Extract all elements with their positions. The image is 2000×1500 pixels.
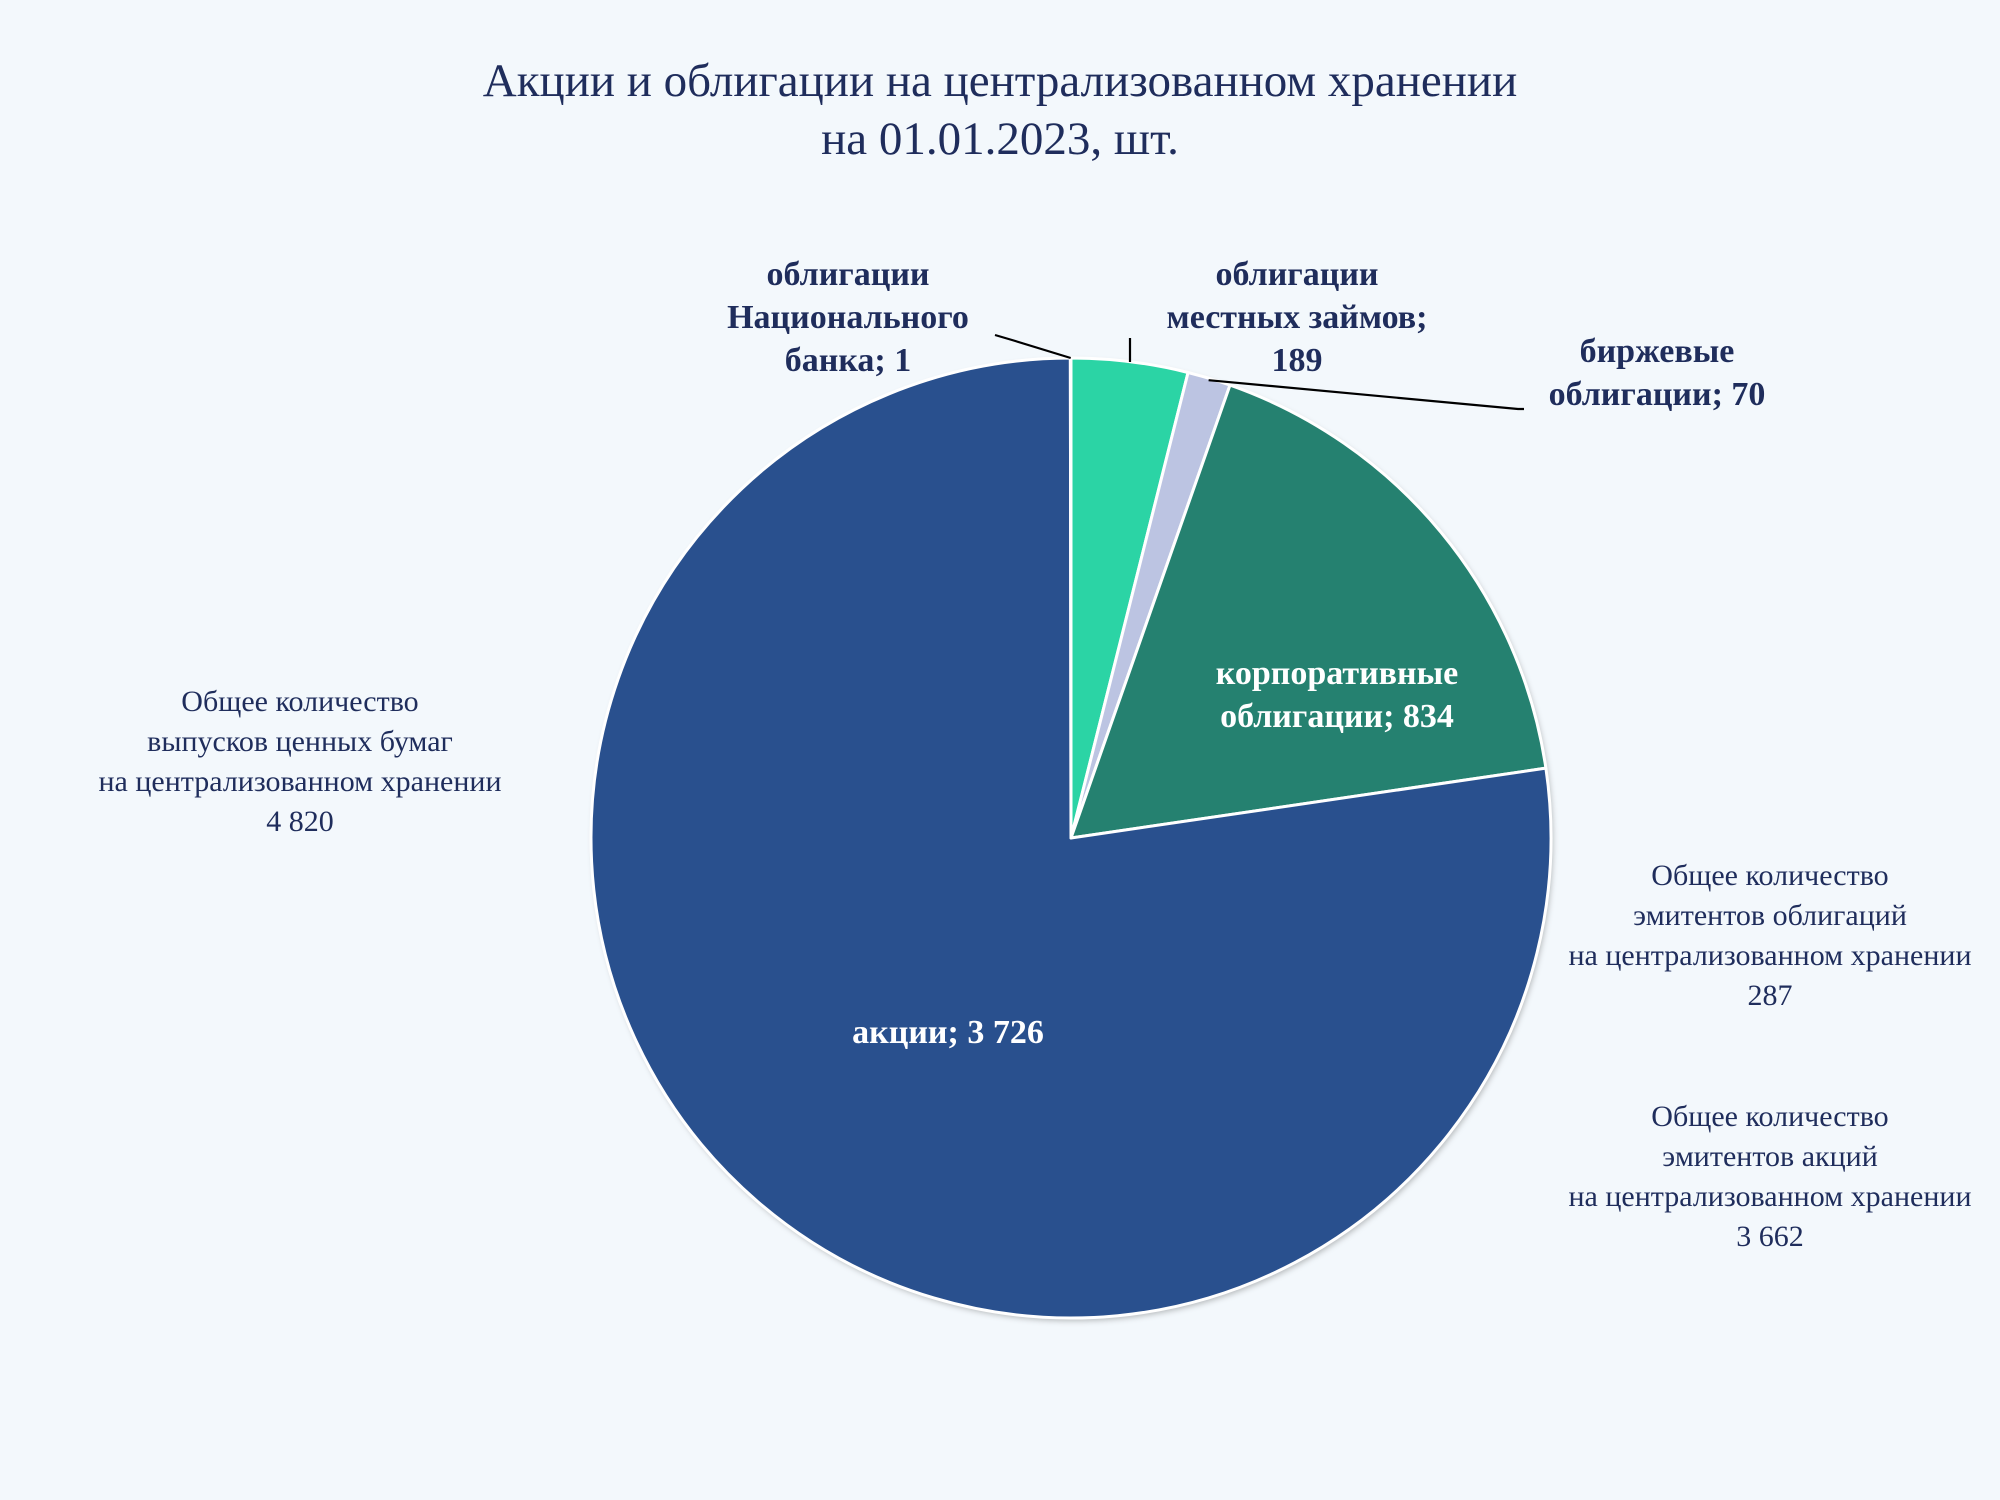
label-local-bonds-line: местных займов; xyxy=(1167,299,1428,336)
label-shares: акции; 3 726 xyxy=(852,1014,1044,1051)
chart-title: Акции и облигации на централизованном хр… xyxy=(0,52,2000,168)
note-bond-issuers-value: 287 xyxy=(1747,979,1793,1012)
note-share-issuers-line: эмитентов акций xyxy=(1662,1140,1878,1173)
note-bond-issuers-line: эмитентов облигаций xyxy=(1633,899,1907,932)
label-local-bonds-line: облигации xyxy=(1215,256,1378,293)
label-exchange-bonds-line: биржевые xyxy=(1580,333,1735,370)
label-national-bank-bonds-line: облигации xyxy=(766,256,929,293)
note-total-issues: Общее количество выпусков ценных бумаг н… xyxy=(60,682,540,842)
note-bond-issuers-line: на централизованном хранении xyxy=(1568,939,1972,972)
pie-slice-shares xyxy=(589,356,1553,1320)
note-share-issuers-line: Общее количество xyxy=(1651,1100,1889,1133)
note-total-issues-line: выпусков ценных бумаг xyxy=(147,725,453,758)
chart-title-line-2: на 01.01.2023, шт. xyxy=(821,113,1179,165)
label-local-bonds-line: 189 xyxy=(1272,342,1323,379)
pie-slice-corporate-bonds xyxy=(1069,383,1548,840)
pie-slice-national-bank-bonds xyxy=(1068,356,1073,840)
label-national-bank-bonds-line: банка; 1 xyxy=(785,342,912,379)
label-local-bonds: облигации местных займов; 189 xyxy=(1167,256,1428,379)
label-corporate-bonds-line: облигации; 834 xyxy=(1220,698,1454,735)
label-exchange-bonds-line: облигации; 70 xyxy=(1549,376,1766,413)
label-corporate-bonds-line: корпоративные xyxy=(1216,655,1459,692)
label-national-bank-bonds: облигации Национального банка; 1 xyxy=(727,256,969,379)
leader-line-national-bank-bonds xyxy=(994,333,1072,360)
chart-title-line-1: Акции и облигации на централизованном хр… xyxy=(482,55,1518,107)
note-total-issues-value: 4 820 xyxy=(266,805,334,838)
note-total-issues-line: на централизованном хранении xyxy=(98,765,502,798)
leader-line-exchange-bonds xyxy=(1208,379,1524,411)
label-national-bank-bonds-line: Национального xyxy=(727,299,969,336)
label-exchange-bonds: биржевые облигации; 70 xyxy=(1549,333,1766,413)
note-share-issuers: Общее количество эмитентов акций на цент… xyxy=(1540,1097,2000,1257)
label-shares-line: акции; 3 726 xyxy=(852,1014,1044,1051)
note-total-issues-line: Общее количество xyxy=(181,685,419,718)
note-bond-issuers-line: Общее количество xyxy=(1651,859,1889,892)
note-share-issuers-line: на централизованном хранении xyxy=(1568,1180,1972,1213)
note-bond-issuers: Общее количество эмитентов облигаций на … xyxy=(1540,856,2000,1016)
note-share-issuers-value: 3 662 xyxy=(1736,1220,1804,1253)
label-corporate-bonds: корпоративные облигации; 834 xyxy=(1216,655,1459,735)
